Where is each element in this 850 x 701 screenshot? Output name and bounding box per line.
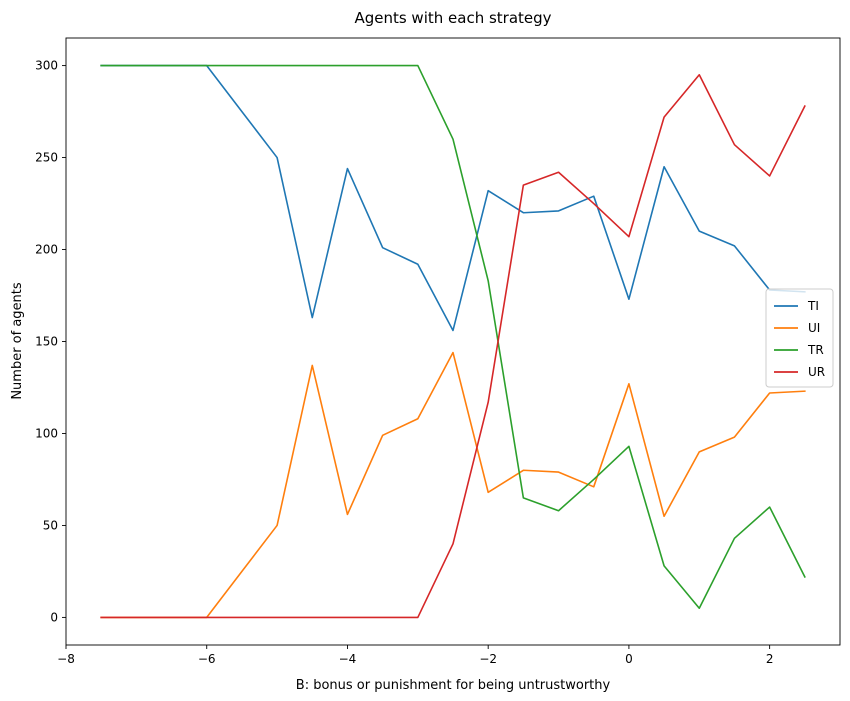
legend-label-ti: TI (807, 299, 819, 313)
x-tick-label: −6 (198, 652, 216, 666)
y-tick-label: 200 (35, 243, 58, 257)
y-tick-label: 0 (50, 610, 58, 624)
plot-area: −8 −6 −4 −2 0 2 0 50 100 150 200 250 300 (35, 37, 841, 666)
y-tick-label: 250 (35, 151, 58, 165)
y-tick-label: 150 (35, 335, 58, 349)
y-tick-label: 300 (35, 59, 58, 73)
x-tick-label: 2 (766, 652, 774, 666)
legend-label-tr: TR (807, 343, 824, 357)
legend-label-ui: UI (808, 321, 820, 335)
chart-title: Agents with each strategy (354, 9, 551, 27)
series-line-ur (100, 73, 806, 619)
y-tick-label: 50 (43, 518, 58, 532)
series-line-ti (100, 64, 806, 332)
series-line-ui (100, 351, 806, 619)
y-axis-label: Number of agents (10, 282, 25, 400)
x-axis-label: B: bonus or punishment for being untrust… (296, 678, 611, 693)
x-tick-label: −2 (479, 652, 497, 666)
legend-box (765, 288, 834, 388)
series-line-tr (100, 64, 806, 610)
legend-label-ur: UR (808, 365, 825, 379)
x-tick-label: −4 (339, 652, 357, 666)
x-tick-label: −8 (57, 652, 75, 666)
legend: TI UI TR UR (765, 288, 834, 388)
axes-frame (65, 37, 841, 646)
y-tick-label: 100 (35, 426, 58, 440)
x-tick-label: 0 (625, 652, 633, 666)
